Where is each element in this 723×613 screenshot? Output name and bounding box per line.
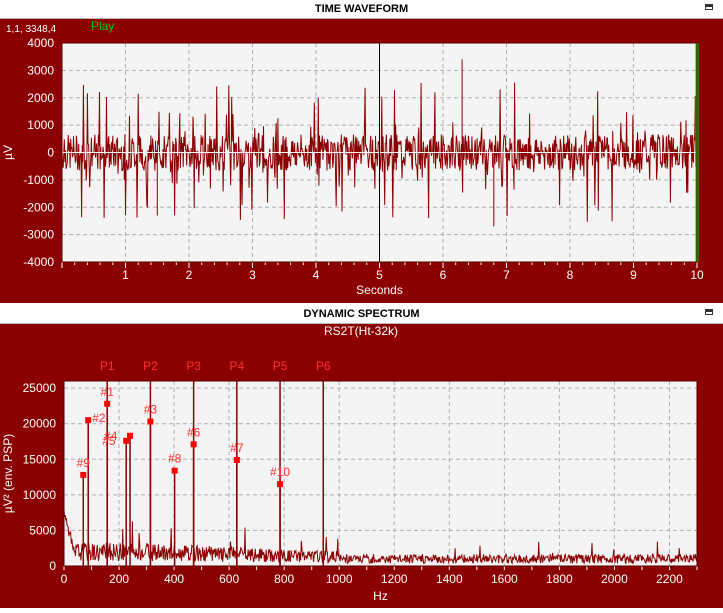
x-tick-label: 3 <box>249 268 256 282</box>
x-tick-label: 1400 <box>436 572 463 586</box>
x-tick-label: 1000 <box>326 572 353 586</box>
spectrum-trace <box>63 509 698 565</box>
time-waveform-title: TIME WAVEFORM <box>314 3 409 15</box>
y-tick-label: -4000 <box>23 255 54 269</box>
y-tick-label: 0 <box>49 559 56 573</box>
peak-marker <box>85 417 92 424</box>
x-tick-label: 1800 <box>546 572 573 586</box>
x-tick-label: 8 <box>567 268 574 282</box>
peak-marker <box>171 467 178 474</box>
x-tick-label: 5 <box>376 268 383 282</box>
peak-marker <box>104 400 111 407</box>
dynamic-spectrum-panel: RS2T(Ht-32k) 0 5000 10000 15000 20000 25000 0 2… <box>0 324 723 608</box>
x-tick-label: 200 <box>109 572 129 586</box>
time-waveform-titlebar: TIME WAVEFORM <box>0 0 723 19</box>
peak-label: #9 <box>77 456 91 470</box>
harmonic-label: P3 <box>186 359 201 373</box>
dynamic-spectrum-chart[interactable]: RS2T(Ht-32k) 0 5000 10000 15000 20000 25000 0 2… <box>0 324 723 608</box>
y-tick-label: 25000 <box>23 381 57 395</box>
maximize-icon[interactable] <box>705 309 713 315</box>
y-tick-label: -3000 <box>23 228 54 242</box>
x-tick-label: 1600 <box>491 572 518 586</box>
harmonic-label: P4 <box>229 359 244 373</box>
x-tick-label: 1 <box>122 268 129 282</box>
peak-label: #4 <box>104 429 118 443</box>
y-tick-label: 15000 <box>23 452 57 466</box>
peak-label: #2 <box>92 411 106 425</box>
harmonic-label: P6 <box>316 359 331 373</box>
x-tick-label: 0 <box>61 572 68 586</box>
harmonic-label: P2 <box>143 359 158 373</box>
y-tick-label: 3000 <box>27 63 54 77</box>
peak-label: #10 <box>270 465 290 479</box>
y-axis-label: µV <box>1 145 15 160</box>
x-tick-label: 4 <box>313 268 320 282</box>
peak-label: #5 <box>102 434 116 448</box>
x-tick-label: 1200 <box>381 572 408 586</box>
harmonic-label: P1 <box>100 359 115 373</box>
x-tick-label: 600 <box>219 572 239 586</box>
x-tick-label: 2000 <box>601 572 628 586</box>
peak-label: #1 <box>101 385 115 399</box>
x-tick-label: 10 <box>690 268 704 282</box>
x-tick-label: 9 <box>630 268 637 282</box>
x-tick-label: 7 <box>503 268 510 282</box>
spectrum-subtitle: RS2T(Ht-32k) <box>324 324 398 338</box>
x-axis-label: Seconds <box>356 283 403 297</box>
cursor-readout: 1,1, 3348,4 <box>6 24 56 35</box>
y-tick-label: 4000 <box>27 36 54 50</box>
plot-border <box>63 380 698 567</box>
plot-border <box>61 42 698 263</box>
peak-marker <box>147 418 154 425</box>
peak-marker <box>127 432 134 439</box>
x-tick-label: 800 <box>274 572 294 586</box>
y-tick-label: 0 <box>47 146 54 160</box>
peak-marker <box>80 471 87 478</box>
time-waveform-panel: 1,1, 3348,4 Play 4000 3000 2000 1000 0 -1000 -… <box>0 19 723 303</box>
peak-marker <box>123 437 130 444</box>
y-tick-label: 5000 <box>29 523 56 537</box>
maximize-icon[interactable] <box>705 4 713 10</box>
peak-label: #7 <box>230 441 244 455</box>
harmonic-label: P5 <box>273 359 288 373</box>
y-tick-label: 10000 <box>23 488 57 502</box>
time-waveform-chart[interactable]: 1,1, 3348,4 Play 4000 3000 2000 1000 0 -1000 -… <box>0 19 723 303</box>
dynamic-spectrum-title: DYNAMIC SPECTRUM <box>303 308 420 320</box>
x-tick-label: 6 <box>440 268 447 282</box>
peak-marker <box>233 456 240 463</box>
y-tick-label: 2000 <box>27 91 54 105</box>
peak-label: #3 <box>144 403 158 417</box>
peak-marker <box>190 441 197 448</box>
x-tick-label: 2 <box>186 268 193 282</box>
x-tick-label: 2200 <box>656 572 683 586</box>
y-tick-label: -2000 <box>23 200 54 214</box>
x-tick-label: 400 <box>164 572 184 586</box>
y-tick-label: -1000 <box>23 173 54 187</box>
peak-label: #6 <box>187 425 201 439</box>
dynamic-spectrum-titlebar: DYNAMIC SPECTRUM <box>0 305 723 324</box>
peak-marker <box>277 481 284 488</box>
peak-label: #8 <box>168 452 182 466</box>
x-axis-label: Hz <box>373 589 388 603</box>
y-axis-label: µV² (env. PSP) <box>1 434 15 513</box>
plot-area <box>64 381 697 566</box>
y-tick-label: 1000 <box>27 118 54 132</box>
y-tick-label: 20000 <box>23 417 57 431</box>
play-button[interactable]: Play <box>91 19 114 33</box>
